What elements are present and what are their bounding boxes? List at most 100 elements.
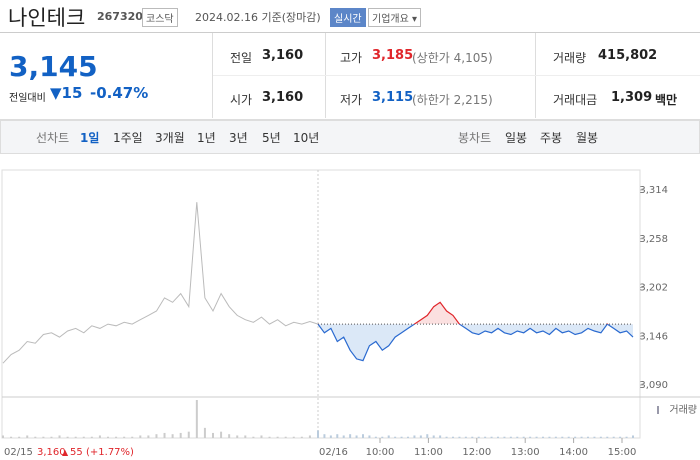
date: 2024.02.16 기준(장마감)	[195, 11, 321, 24]
x-tick-label: 10:00	[366, 447, 395, 458]
tab[interactable]: 3개월	[155, 131, 185, 145]
volume-bar	[387, 435, 390, 438]
volume-bar	[355, 435, 358, 438]
market-badge: 코스닥	[142, 8, 178, 27]
stock-code: 267320	[97, 10, 143, 23]
volume-bar	[349, 434, 352, 438]
volume-bar	[458, 436, 461, 438]
volume-bar	[522, 436, 525, 438]
stat-note: (상한가 4,105)	[412, 51, 493, 65]
info-panel	[0, 32, 700, 120]
stat-value: 3,160	[262, 90, 304, 105]
tab[interactable]: 1일	[80, 131, 100, 145]
volume-bar	[548, 436, 551, 438]
volume-bar	[619, 436, 622, 438]
x-date: 02/16	[319, 447, 348, 458]
volume-bar	[445, 436, 448, 438]
volume-bar	[74, 436, 77, 438]
volume-bar	[179, 432, 182, 438]
volume-bar	[131, 436, 134, 438]
volume-bar	[26, 435, 29, 438]
volume-bar	[426, 434, 429, 438]
stat-label: 전일	[230, 51, 253, 65]
prev-close: 3,160	[37, 447, 66, 458]
x-tick-label: 12:00	[462, 447, 491, 458]
tab[interactable]: 주봉	[540, 131, 563, 145]
stat-label: 거래대금	[553, 93, 598, 107]
tab[interactable]: 3년	[229, 131, 248, 145]
volume-bar	[471, 436, 474, 438]
volume-bar	[362, 434, 364, 438]
volume-bar	[381, 436, 384, 438]
volume-bar	[90, 436, 93, 438]
volume-bar	[107, 436, 109, 438]
volume-bar	[50, 436, 53, 438]
volume-bar	[336, 434, 339, 438]
y-tick-label: 3,090	[639, 380, 668, 391]
stat-label: 저가	[340, 93, 363, 107]
tab[interactable]: 월봉	[576, 131, 599, 145]
volume-bar	[252, 436, 255, 438]
tab[interactable]: 일봉	[505, 131, 528, 145]
volume-bar	[155, 434, 158, 438]
volume-bar	[98, 435, 101, 438]
volume-bar	[497, 436, 499, 438]
change-rate: -0.47%	[90, 84, 149, 102]
volume-bar	[260, 435, 263, 438]
previous-line	[2, 202, 319, 364]
change: ▼15	[50, 84, 83, 102]
volume-bar	[323, 434, 326, 438]
tab[interactable]: 1주일	[113, 131, 143, 145]
x-tick-label: 13:00	[511, 447, 540, 458]
volume-bar	[606, 436, 609, 438]
volume-bar	[464, 436, 467, 438]
tab[interactable]: 10년	[293, 131, 320, 145]
change-label: 전일대비	[9, 93, 46, 104]
volume-bar	[432, 435, 435, 438]
volume-bar	[10, 436, 13, 438]
y-tick-label: 3,258	[639, 234, 668, 245]
prev-change-rate: (+1.77%)	[86, 447, 134, 458]
volume-bar	[34, 436, 37, 438]
stat-value: 1,309	[611, 90, 653, 105]
volume-bar	[580, 436, 583, 438]
volume-bar	[187, 431, 190, 438]
stock-name: 나인테크	[8, 6, 86, 30]
volume-bar	[374, 436, 377, 438]
tab[interactable]: 1년	[197, 131, 216, 145]
stat-note: (하한가 2,215)	[412, 93, 493, 107]
volume-bar	[115, 436, 118, 438]
volume-bar	[203, 427, 206, 438]
volume-bar	[276, 436, 279, 438]
volume-bar	[368, 435, 371, 438]
volume-bar	[228, 434, 231, 438]
y-tick-label: 3,314	[639, 185, 668, 196]
volume-bar	[400, 436, 403, 438]
volume-bar	[593, 436, 596, 438]
stat-value: 3,160	[262, 48, 304, 63]
volume-bar	[300, 436, 303, 438]
volume-bar	[413, 435, 416, 438]
volume-bar	[542, 436, 544, 438]
volume-bar	[244, 435, 247, 438]
price: 3,145	[9, 50, 98, 83]
x-tick-label: 11:00	[414, 447, 443, 458]
chart: 3,090 3,146 3,202 3,258 3,314 거래량 02/15 3,160 55…	[1, 169, 700, 458]
volume-bar	[66, 436, 69, 438]
volume-label: 거래량	[669, 404, 697, 416]
volume-bar	[574, 436, 577, 438]
volume-bar	[342, 435, 345, 438]
tab-bar	[0, 120, 700, 154]
stat-label: 고가	[340, 51, 363, 65]
y-tick-label: 3,202	[639, 283, 668, 294]
volume-bar	[407, 436, 409, 438]
volume-bar	[163, 432, 166, 438]
company-info[interactable]: 기업개요 ▾	[368, 8, 422, 27]
realtime-badge: 실시간	[330, 8, 366, 27]
tab[interactable]: 5년	[262, 131, 281, 145]
plot-frame	[1, 169, 641, 439]
divider	[213, 75, 700, 76]
volume-bar	[58, 435, 61, 438]
volume-bar	[195, 400, 198, 438]
